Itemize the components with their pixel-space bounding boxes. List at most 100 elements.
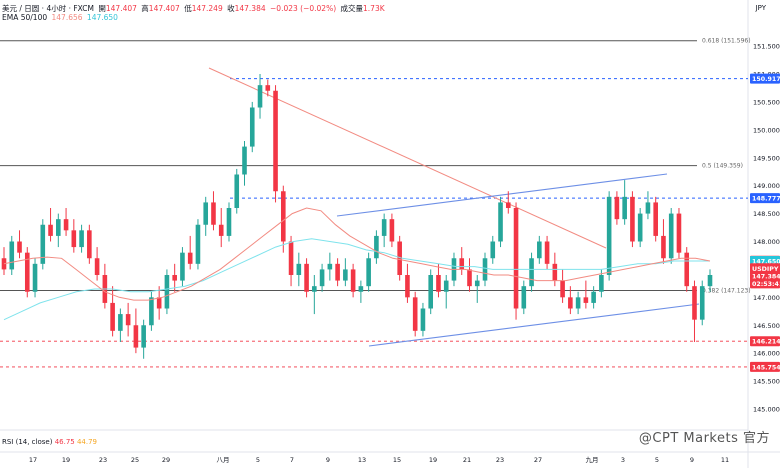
candle-body: [505, 202, 511, 208]
price-badge-label: 150.917: [752, 76, 780, 83]
candle-body: [381, 219, 387, 236]
y-tick-label: 149.500: [753, 154, 780, 162]
rsi-label[interactable]: RSI (14, close): [2, 438, 53, 446]
candle-body: [490, 241, 496, 259]
candle-body: [459, 258, 465, 270]
low-label: 低: [184, 4, 192, 13]
candle-body: [575, 297, 581, 309]
candle-body: [513, 208, 519, 309]
candle-body: [125, 314, 131, 326]
volume-value: 1.73K: [363, 4, 385, 13]
rsi-value-1: 46.75: [54, 438, 75, 446]
ema100-value: 147.650: [86, 13, 118, 22]
price-badge: 02:53:41: [750, 278, 780, 289]
candle-body: [397, 241, 402, 275]
x-tick-label: 9: [690, 456, 694, 464]
candle-body: [226, 208, 232, 236]
x-tick-label: 19: [429, 456, 437, 464]
candle-body: [622, 196, 627, 220]
price-badge: 150.917: [750, 73, 780, 84]
candle-body: [350, 269, 356, 292]
candle-body: [521, 286, 527, 309]
candle-body: [141, 325, 146, 348]
candle-body: [467, 269, 472, 287]
candle-body: [195, 224, 201, 264]
candle-body: [110, 302, 115, 331]
x-tick-label: 17: [29, 456, 37, 464]
ema100-line: [3, 238, 710, 321]
channel-upper-line: [336, 173, 668, 217]
candle-body: [242, 146, 247, 175]
x-tick-label: 5: [655, 456, 659, 464]
candle-body: [443, 280, 449, 292]
y-tick-label: 145.500: [753, 378, 780, 386]
x-tick-label: 九月: [586, 455, 599, 464]
ema50-value: 147.656: [51, 13, 83, 22]
candle-body: [389, 219, 395, 242]
candle-body: [482, 258, 488, 281]
candle-body: [537, 241, 542, 259]
y-tick-label: 149.000: [753, 182, 780, 190]
candle-body: [87, 230, 92, 259]
fib-level-label: 0.618 (151.596): [702, 38, 751, 45]
price-badge-bg: [750, 278, 780, 289]
y-tick-label: 146.000: [753, 350, 780, 358]
candle-body: [172, 275, 177, 281]
fib-level-label: 0.382 (147.123): [702, 287, 751, 294]
change-value: −0.023 (−0.02%): [270, 4, 337, 13]
candle-body: [699, 286, 705, 320]
y-tick-label: 150.500: [753, 98, 780, 106]
ema-label[interactable]: EMA 50/100: [2, 13, 48, 22]
candle-body: [17, 241, 22, 253]
candle-body: [366, 258, 371, 287]
candle-body: [661, 235, 666, 259]
candle-body: [583, 297, 589, 303]
candle-body: [568, 297, 573, 309]
candle-body: [265, 85, 271, 91]
candle-body: [218, 224, 224, 236]
candle-body: [180, 252, 185, 281]
candle-body: [614, 196, 620, 220]
candle-body: [118, 314, 123, 331]
symbol-label[interactable]: 美元 / 日圆 · 4小时 · FXCM: [2, 4, 94, 13]
candle-body: [529, 258, 534, 287]
candle-body: [676, 213, 682, 253]
candle-body: [606, 196, 612, 275]
y-tick-label: 147.000: [753, 294, 780, 302]
candles-group: [1, 74, 713, 359]
candle-body: [280, 191, 286, 242]
price-badge-bg: [750, 361, 780, 372]
candle-body: [249, 107, 255, 147]
candle-body: [319, 269, 325, 287]
x-tick-label: 9: [326, 456, 330, 464]
y-tick-label: 148.000: [753, 238, 780, 246]
candle-body: [273, 90, 278, 192]
candle-body: [48, 224, 53, 236]
candle-body: [335, 263, 340, 281]
candle-body: [645, 202, 651, 214]
candle-body: [327, 263, 333, 270]
candle-body: [257, 85, 263, 108]
x-tick-label: 19: [62, 456, 70, 464]
candle-body: [591, 291, 596, 303]
ema50-line: [3, 207, 711, 301]
price-badge-label: 147.384: [752, 273, 780, 280]
high-label: 高: [141, 4, 149, 13]
candle-body: [498, 202, 503, 242]
candle-body: [71, 230, 77, 248]
y-tick-label: 151.500: [753, 43, 780, 51]
price-badge-bg: [750, 193, 780, 204]
low-value: 147.249: [191, 4, 223, 13]
candle-body: [560, 280, 565, 298]
price-badge-label: 146.214: [752, 339, 780, 346]
candle-body: [653, 202, 658, 236]
down-trendline: [208, 67, 607, 249]
x-tick-label: 3: [621, 456, 625, 464]
candle-body: [133, 325, 139, 348]
x-tick-label: 15: [393, 456, 401, 464]
x-tick-label: 八月: [217, 456, 230, 464]
candle-body: [211, 202, 216, 225]
symbol-info-line: 美元 / 日圆 · 4小时 · FXCM 開147.407 高147.407 低…: [2, 3, 385, 14]
price-badge-label: 02:53:41: [752, 281, 780, 288]
